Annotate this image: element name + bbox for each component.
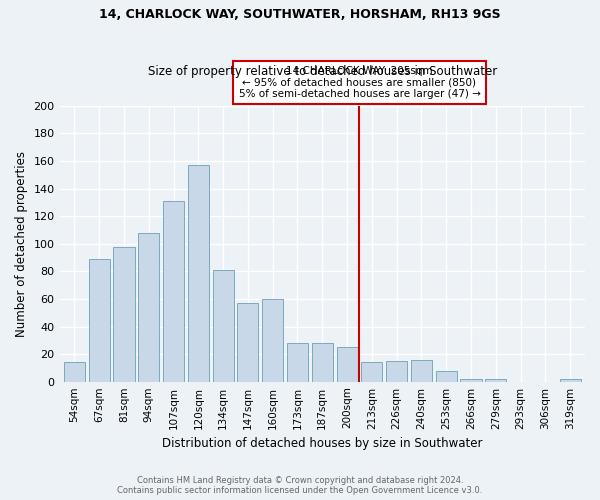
Bar — [163, 201, 184, 382]
Bar — [337, 347, 358, 382]
X-axis label: Distribution of detached houses by size in Southwater: Distribution of detached houses by size … — [162, 437, 482, 450]
Bar — [411, 360, 432, 382]
Title: Size of property relative to detached houses in Southwater: Size of property relative to detached ho… — [148, 66, 497, 78]
Bar — [188, 165, 209, 382]
Text: 14 CHARLOCK WAY: 205sqm
← 95% of detached houses are smaller (850)
5% of semi-de: 14 CHARLOCK WAY: 205sqm ← 95% of detache… — [239, 66, 481, 99]
Bar — [287, 343, 308, 382]
Bar — [386, 361, 407, 382]
Bar — [361, 362, 382, 382]
Bar — [89, 259, 110, 382]
Bar — [312, 343, 333, 382]
Text: Contains HM Land Registry data © Crown copyright and database right 2024.
Contai: Contains HM Land Registry data © Crown c… — [118, 476, 482, 495]
Bar — [460, 379, 482, 382]
Bar — [64, 362, 85, 382]
Bar — [560, 379, 581, 382]
Bar — [212, 270, 233, 382]
Bar — [262, 299, 283, 382]
Bar — [113, 246, 134, 382]
Bar — [238, 303, 259, 382]
Y-axis label: Number of detached properties: Number of detached properties — [15, 151, 28, 337]
Bar — [485, 379, 506, 382]
Bar — [436, 370, 457, 382]
Bar — [138, 232, 160, 382]
Text: 14, CHARLOCK WAY, SOUTHWATER, HORSHAM, RH13 9GS: 14, CHARLOCK WAY, SOUTHWATER, HORSHAM, R… — [99, 8, 501, 20]
